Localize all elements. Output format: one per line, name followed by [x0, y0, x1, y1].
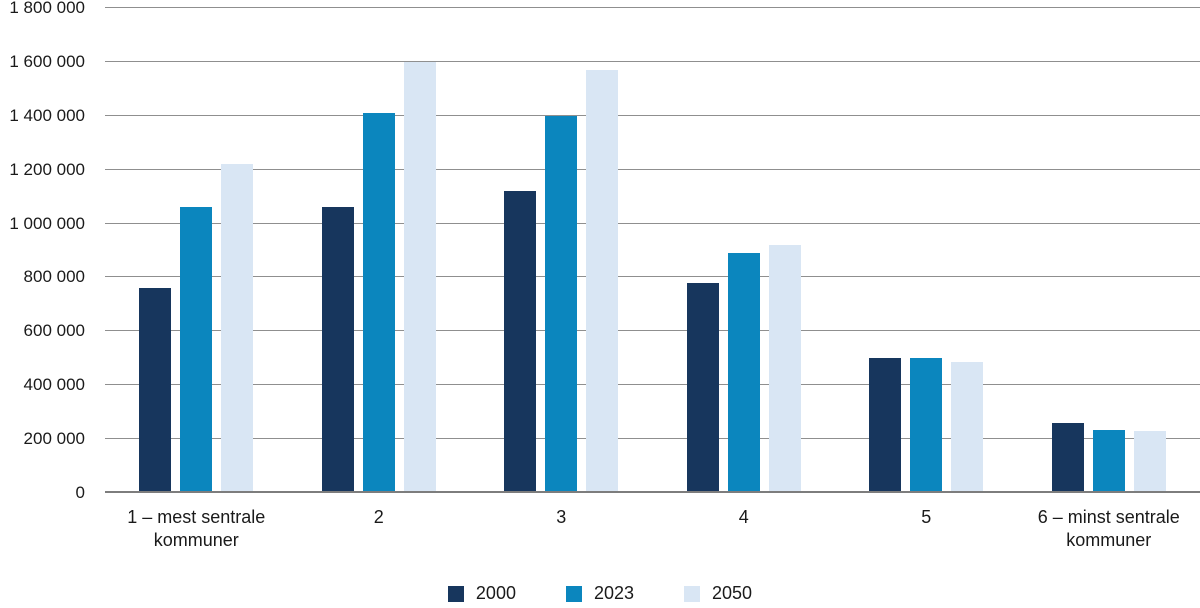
bar-2050-group-6	[1133, 431, 1166, 493]
bar-group-1	[105, 8, 288, 493]
x-tick-label-2: 2	[373, 507, 384, 527]
y-tick-label: 400 000	[23, 375, 85, 395]
bar-2000-group-6	[1051, 422, 1084, 493]
x-axis: 1 – mest sentrale kommuner 2 3 4 5 6 – minst …	[105, 506, 1200, 552]
gridline	[105, 114, 1200, 116]
bar-2000-group-3	[504, 191, 537, 493]
x-axis-baseline	[105, 491, 1200, 493]
bar-2023-group-4	[727, 253, 760, 493]
bar-group-5	[835, 8, 1018, 493]
y-tick-label: 0	[75, 483, 85, 502]
gridline	[105, 7, 1200, 8]
y-tick-label: 800 000	[23, 267, 85, 287]
y-tick-label: 200 000	[23, 429, 85, 449]
x-tick-label-5: 5	[921, 507, 932, 527]
y-tick-label: 1 200 000	[9, 159, 85, 179]
legend-label-2000: 2000	[475, 583, 516, 603]
gridline	[105, 276, 1200, 278]
y-tick-label: 1 000 000	[9, 213, 85, 233]
y-axis: 0 200 000 400 000 600 000 800 000 1 000 000 1 …	[0, 0, 85, 502]
bar-group-3	[470, 8, 653, 493]
bar-2050-group-1	[221, 164, 254, 493]
bar-group-2	[288, 8, 471, 493]
y-tick-label: 600 000	[23, 321, 85, 341]
y-tick-label: 1 800 000	[9, 0, 85, 17]
x-tick-label-6: 6 – minst sentrale kommuner	[1037, 507, 1180, 550]
bar-2000-group-4	[686, 282, 719, 493]
gridline	[105, 384, 1200, 386]
bar-group-4	[653, 8, 836, 493]
legend-swatch-2023	[565, 585, 582, 602]
bars-container	[105, 8, 1200, 493]
bar-2050-group-4	[768, 245, 801, 493]
bar-2000-group-2	[321, 207, 354, 493]
gridline	[105, 222, 1200, 224]
gridline	[105, 60, 1200, 62]
bar-2023-group-2	[362, 113, 395, 493]
bar-2023-group-3	[545, 115, 578, 493]
gridline	[105, 438, 1200, 440]
bar-2050-group-3	[586, 69, 619, 493]
gridline	[105, 330, 1200, 332]
bar-2050-group-2	[403, 61, 436, 493]
bar-2023-group-1	[180, 207, 213, 493]
y-tick-label: 1 400 000	[9, 105, 85, 125]
legend-label-2023: 2023	[593, 583, 635, 603]
legend-item-2023: 2023	[565, 583, 635, 604]
x-tick-label-1: 1 – mest sentrale kommuner	[127, 507, 266, 550]
bar-2023-group-5	[910, 358, 943, 493]
x-tick-label-3: 3	[556, 507, 567, 527]
legend-label-2050: 2050	[712, 583, 753, 603]
bar-group-6	[1018, 8, 1200, 493]
bar-2050-group-5	[951, 362, 984, 493]
plot-area	[105, 7, 1200, 493]
legend-item-2000: 2000	[447, 583, 516, 604]
gridline	[105, 168, 1200, 170]
bar-2000-group-1	[139, 288, 172, 493]
x-tick-label-4: 4	[738, 507, 749, 527]
legend-item-2050: 2050	[684, 583, 752, 604]
y-tick-label: 1 600 000	[9, 51, 85, 71]
bar-2023-group-6	[1092, 429, 1125, 493]
legend-swatch-2000	[447, 585, 464, 602]
bar-2000-group-5	[869, 358, 902, 493]
legend: 2000 2023 2050	[0, 583, 1200, 604]
legend-swatch-2050	[684, 585, 701, 602]
